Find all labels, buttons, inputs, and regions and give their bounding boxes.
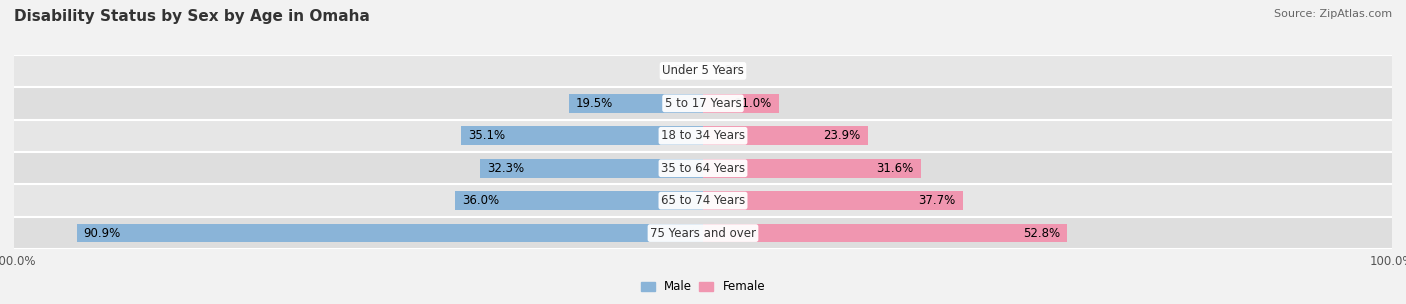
Text: 36.0%: 36.0% bbox=[461, 194, 499, 207]
Text: 31.6%: 31.6% bbox=[876, 162, 914, 175]
Bar bbox=[703, 224, 1067, 243]
Bar bbox=[14, 152, 1392, 184]
Text: Under 5 Years: Under 5 Years bbox=[662, 64, 744, 78]
Text: 23.9%: 23.9% bbox=[824, 129, 860, 142]
Bar bbox=[703, 159, 921, 178]
Text: 90.9%: 90.9% bbox=[83, 226, 121, 240]
Bar bbox=[703, 94, 779, 113]
Bar bbox=[481, 159, 703, 178]
Text: 19.5%: 19.5% bbox=[575, 97, 613, 110]
Text: 32.3%: 32.3% bbox=[488, 162, 524, 175]
Bar bbox=[703, 191, 963, 210]
Text: 35.1%: 35.1% bbox=[468, 129, 505, 142]
Bar bbox=[456, 191, 703, 210]
Bar bbox=[461, 126, 703, 145]
Bar bbox=[14, 88, 1392, 119]
Text: Source: ZipAtlas.com: Source: ZipAtlas.com bbox=[1274, 9, 1392, 19]
Text: 52.8%: 52.8% bbox=[1022, 226, 1060, 240]
Bar bbox=[568, 94, 703, 113]
Text: Disability Status by Sex by Age in Omaha: Disability Status by Sex by Age in Omaha bbox=[14, 9, 370, 24]
Text: 37.7%: 37.7% bbox=[918, 194, 956, 207]
Text: 0.0%: 0.0% bbox=[664, 64, 693, 78]
Bar bbox=[14, 217, 1392, 249]
Text: 11.0%: 11.0% bbox=[735, 97, 772, 110]
Bar bbox=[703, 126, 868, 145]
Text: 0.0%: 0.0% bbox=[713, 64, 742, 78]
Text: 35 to 64 Years: 35 to 64 Years bbox=[661, 162, 745, 175]
Bar bbox=[14, 55, 1392, 87]
Bar bbox=[77, 224, 703, 243]
Text: 18 to 34 Years: 18 to 34 Years bbox=[661, 129, 745, 142]
Bar bbox=[14, 120, 1392, 152]
Bar bbox=[14, 185, 1392, 216]
Text: 5 to 17 Years: 5 to 17 Years bbox=[665, 97, 741, 110]
Legend: Male, Female: Male, Female bbox=[636, 275, 770, 298]
Text: 65 to 74 Years: 65 to 74 Years bbox=[661, 194, 745, 207]
Text: 75 Years and over: 75 Years and over bbox=[650, 226, 756, 240]
